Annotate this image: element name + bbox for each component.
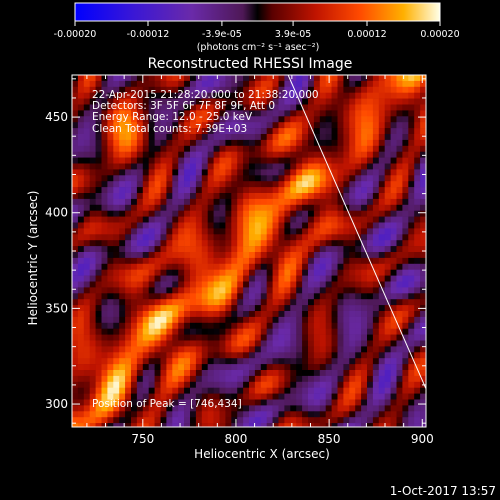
colorbar-tick-label: -3.9e-05 — [202, 29, 242, 40]
y-tick-label: 300 — [45, 397, 68, 411]
annotation-time: 22-Apr-2015 21:28:20.000 to 21:38:20.000 — [92, 89, 319, 101]
colorbar-tick-label: 0.00020 — [420, 29, 459, 40]
plot-area: 750 800 850 900 300 350 400 450 — [45, 74, 434, 446]
colorbar-tick-label: -0.00020 — [54, 29, 97, 40]
annotation-detectors: Detectors: 3F 5F 6F 7F 8F 9F, Att 0 — [92, 100, 275, 112]
x-tick-label: 900 — [411, 432, 434, 446]
x-tick-label: 750 — [131, 432, 154, 446]
info-annotations: 22-Apr-2015 21:28:20.000 to 21:38:20.000… — [92, 89, 319, 410]
x-tick-label: 850 — [318, 432, 341, 446]
solar-limb-line — [287, 75, 426, 389]
colorbar-units: (photons cm⁻² s⁻¹ asec⁻²) — [197, 42, 320, 53]
peak-position-label: Position of Peak = [746,434] — [92, 398, 242, 410]
chart-title: Reconstructed RHESSI Image — [148, 56, 353, 72]
x-tick-label: 800 — [225, 432, 248, 446]
y-tick-label: 400 — [45, 206, 68, 220]
y-tick-label: 350 — [45, 301, 68, 315]
annotation-counts: Clean Total counts: 7.39E+03 — [92, 123, 247, 135]
y-tick-label: 450 — [45, 110, 68, 124]
colorbar: -0.00020 -0.00012 -3.9e-05 3.9e-05 0.00012 0.… — [54, 2, 460, 53]
y-axis-label: Heliocentric Y (arcsec) — [26, 191, 40, 326]
x-axis-label: Heliocentric X (arcsec) — [194, 447, 330, 461]
colorbar-tick-label: -0.00012 — [127, 29, 170, 40]
annotation-energy: Energy Range: 12.0 - 25.0 keV — [92, 111, 253, 123]
colorbar-tick-label: 3.9e-05 — [275, 29, 311, 40]
colorbar-tick-label: 0.00012 — [347, 29, 386, 40]
colorbar-ticks: -0.00020 -0.00012 -3.9e-05 3.9e-05 0.00012 0.… — [54, 21, 460, 40]
footer-date: 1-Oct-2017 13:57 — [390, 484, 496, 498]
axis-ticks: 750 800 850 900 300 350 400 450 — [45, 75, 434, 446]
heatmap-image — [72, 75, 426, 427]
colorbar-gradient — [74, 2, 441, 22]
